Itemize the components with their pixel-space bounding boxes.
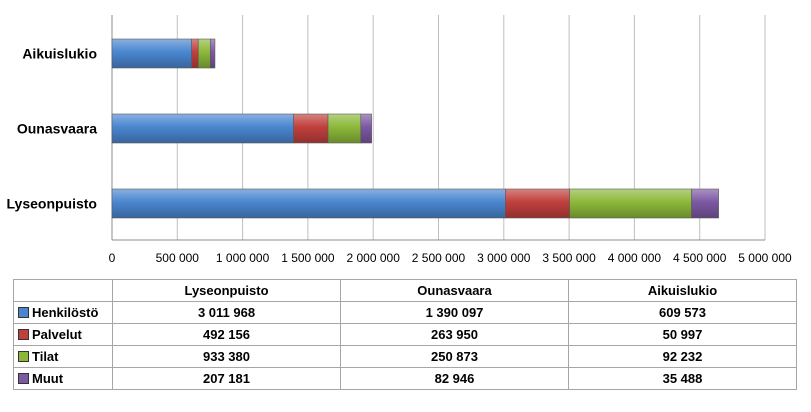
x-tick-label: 1 000 000	[216, 251, 270, 265]
bar-segment-henkil-st-	[111, 188, 506, 219]
row-label: Muut	[32, 371, 64, 386]
bar-segment-palvelut	[505, 188, 570, 219]
table-cell: 3 011 968	[112, 301, 341, 324]
stacked-bar-chart: 0 500 000 1 000 000 1 500 000 2 000 000 2 500…	[7, 15, 792, 265]
x-tick-label: 3 500 000	[542, 251, 596, 265]
row-label: Tilat	[32, 349, 59, 364]
legend-swatch	[18, 329, 29, 340]
table-row: Henkilöstö 3 011 968 1 390 097 609 573	[13, 301, 797, 324]
table-cell: 207 181	[112, 367, 341, 390]
column-header: Lyseonpuisto	[112, 279, 341, 302]
bar-segment-palvelut	[191, 38, 199, 69]
bar-segment-tilat	[197, 38, 211, 69]
table-cell: 250 873	[340, 345, 569, 368]
row-header: Tilat	[13, 345, 113, 368]
table-row: Muut 207 181 82 946 35 488	[13, 367, 797, 390]
x-tick-label: 3 000 000	[477, 251, 531, 265]
table-cell: 609 573	[568, 301, 797, 324]
column-header: Aikuislukio	[568, 279, 797, 302]
legend-swatch	[18, 307, 29, 318]
table-cell: 92 232	[568, 345, 797, 368]
column-header: Ounasvaara	[340, 279, 569, 302]
x-tick-label: 500 000	[156, 251, 200, 265]
bar-segment-henkil-st-	[111, 38, 192, 69]
row-header: Muut	[13, 367, 113, 390]
table-header-row: Lyseonpuisto Ounasvaara Aikuislukio	[13, 279, 797, 302]
row-label: Henkilöstö	[32, 305, 99, 320]
table-row: Palvelut 492 156 263 950 50 997	[13, 323, 797, 346]
table-cell: 35 488	[568, 367, 797, 390]
table-row: Tilat 933 380 250 873 92 232	[13, 345, 797, 368]
bar-segment-muut	[360, 113, 372, 144]
x-tick-label: 2 000 000	[347, 251, 401, 265]
data-table: Lyseonpuisto Ounasvaara Aikuislukio Henk…	[13, 279, 797, 390]
x-tick-label: 0	[109, 251, 116, 265]
bar-segment-tilat	[569, 188, 692, 219]
bar-segment-henkil-st-	[111, 113, 294, 144]
category-label: Ounasvaara	[17, 121, 97, 137]
legend-swatch	[18, 351, 29, 362]
row-label: Palvelut	[32, 327, 82, 342]
table-cell: 50 997	[568, 323, 797, 346]
row-header: Henkilöstö	[13, 301, 113, 324]
bar-segment-tilat	[327, 113, 362, 144]
bar-segment-muut	[691, 188, 719, 219]
bar-segment-palvelut	[293, 113, 329, 144]
category-label: Lyseonpuisto	[7, 196, 98, 212]
x-tick-label: 4 000 000	[608, 251, 662, 265]
table-cell: 492 156	[112, 323, 341, 346]
table-corner	[13, 279, 113, 302]
bar-segment-muut	[210, 38, 216, 69]
table-cell: 263 950	[340, 323, 569, 346]
row-header: Palvelut	[13, 323, 113, 346]
table-cell: 82 946	[340, 367, 569, 390]
x-tick-label: 1 500 000	[281, 251, 335, 265]
table-cell: 1 390 097	[340, 301, 569, 324]
x-tick-label: 5 000 000	[738, 251, 792, 265]
x-tick-label: 4 500 000	[673, 251, 727, 265]
legend-swatch	[18, 373, 29, 384]
x-tick-label: 2 500 000	[412, 251, 466, 265]
category-label: Aikuislukio	[22, 46, 97, 62]
table-cell: 933 380	[112, 345, 341, 368]
